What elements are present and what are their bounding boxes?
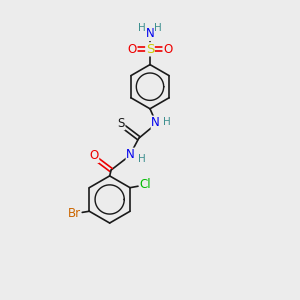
Text: H: H (139, 154, 146, 164)
Text: O: O (89, 149, 99, 162)
Text: H: H (138, 22, 146, 32)
Text: N: N (146, 28, 154, 40)
Text: H: H (164, 117, 171, 127)
Text: N: N (151, 116, 160, 129)
Text: Cl: Cl (140, 178, 151, 191)
Text: Br: Br (68, 207, 80, 220)
Text: S: S (118, 117, 125, 130)
Text: O: O (163, 43, 172, 56)
Text: O: O (128, 43, 137, 56)
Text: N: N (126, 148, 135, 161)
Text: S: S (146, 43, 154, 56)
Text: H: H (154, 22, 162, 32)
